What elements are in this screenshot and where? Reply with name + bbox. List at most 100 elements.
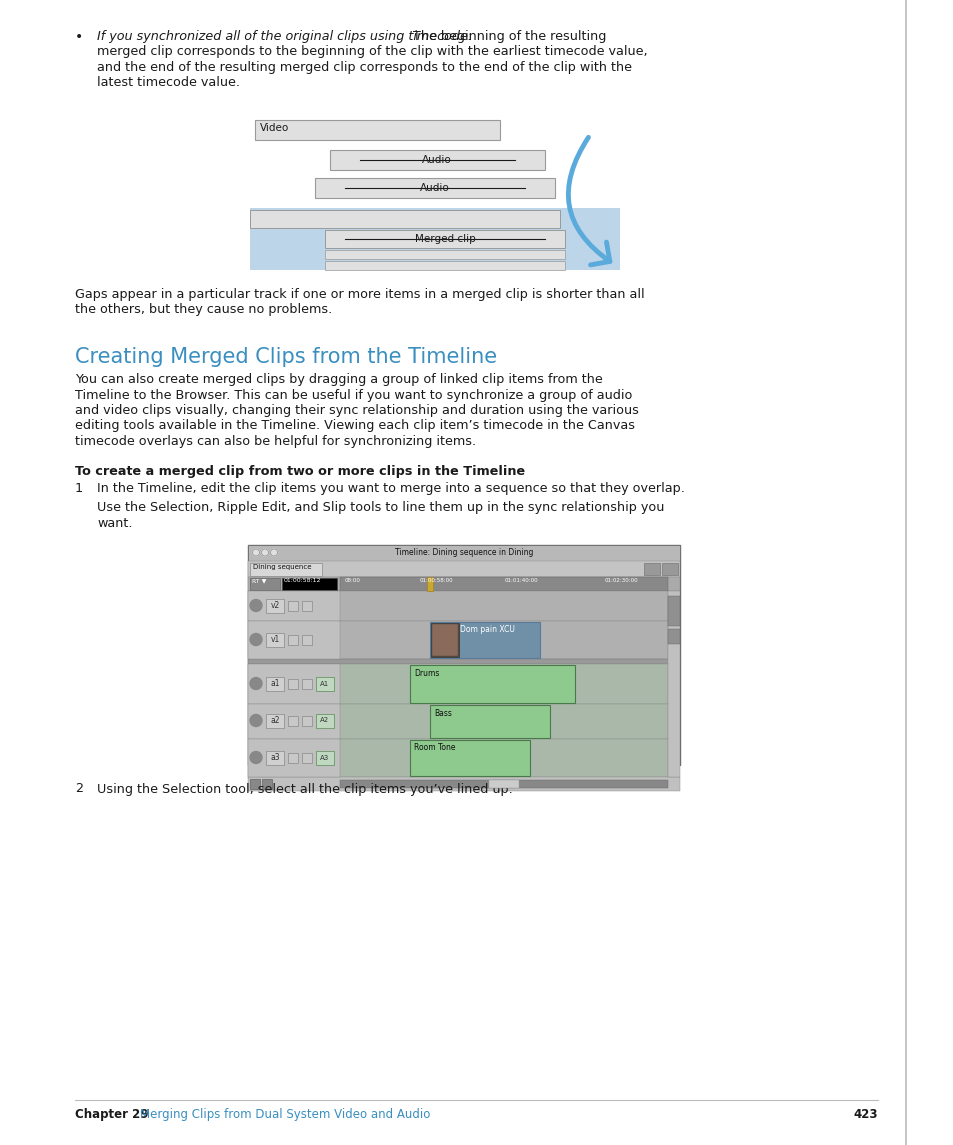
Bar [314,177,555,198]
Circle shape [261,548,268,556]
Bar [250,779,260,789]
Bar [248,621,667,658]
Text: v1: v1 [270,635,279,643]
Text: 423: 423 [853,1108,877,1121]
Bar [248,545,679,561]
Circle shape [250,633,262,646]
Bar [248,703,339,739]
Circle shape [250,600,262,611]
Text: 01:00:58:00: 01:00:58:00 [419,578,453,584]
Text: editing tools available in the Timeline. Viewing each clip item’s timecode in th: editing tools available in the Timeline.… [75,419,635,433]
Bar [248,591,667,621]
Circle shape [271,548,277,556]
Bar [410,664,575,703]
Text: 01:01:40:00: 01:01:40:00 [504,578,538,584]
Text: Use the Selection, Ripple Edit, and Slip tools to line them up in the sync relat: Use the Selection, Ripple Edit, and Slip… [97,502,663,514]
Text: v2: v2 [270,601,279,610]
Bar [248,776,679,790]
Bar [248,621,339,658]
Bar [254,120,499,140]
FancyArrowPatch shape [568,137,609,264]
Text: A1: A1 [320,680,330,687]
Bar [315,750,334,765]
Bar [432,624,457,655]
Bar [661,562,678,575]
Text: The beginning of the resulting: The beginning of the resulting [405,30,606,44]
Bar [302,716,312,726]
Bar [266,632,284,647]
Bar [410,740,530,775]
Bar [339,576,667,591]
Bar [248,663,667,703]
Bar [325,230,564,248]
Bar [248,545,679,765]
Bar [266,677,284,690]
Bar [262,779,272,789]
Bar [325,250,564,259]
Bar [667,629,679,643]
Bar [288,716,297,726]
Text: Dining sequence: Dining sequence [253,564,312,570]
Text: You can also create merged clips by dragging a group of linked clip items from t: You can also create merged clips by drag… [75,373,602,386]
Text: If you synchronized all of the original clips using timecode:: If you synchronized all of the original … [97,30,472,44]
Bar [282,577,336,590]
Text: 1: 1 [75,482,83,495]
Bar [643,562,659,575]
Text: Room Tone: Room Tone [414,743,455,752]
Bar [248,561,679,576]
Bar [315,677,334,690]
Circle shape [250,678,262,689]
Text: Gaps appear in a particular track if one or more items in a merged clip is short: Gaps appear in a particular track if one… [75,289,644,301]
Text: Merged clip: Merged clip [415,234,475,244]
Text: and video clips visually, changing their sync relationship and duration using th: and video clips visually, changing their… [75,404,639,417]
Text: 01:00:58:12: 01:00:58:12 [284,578,321,584]
Circle shape [250,714,262,726]
Bar [288,679,297,688]
Bar [667,591,679,776]
Bar [302,634,312,645]
Circle shape [253,548,259,556]
Text: 01:02:30:00: 01:02:30:00 [604,578,638,584]
Bar [302,600,312,610]
Bar [248,739,667,776]
Text: 2: 2 [75,782,83,796]
Text: RT ▼: RT ▼ [252,578,266,584]
Text: and the end of the resulting merged clip corresponds to the end of the clip with: and the end of the resulting merged clip… [97,61,631,74]
Bar [431,623,458,656]
Bar [248,576,679,591]
Text: Audio: Audio [421,155,452,165]
Text: a1: a1 [270,679,279,688]
Text: Creating Merged Clips from the Timeline: Creating Merged Clips from the Timeline [75,347,497,368]
Bar [315,713,334,727]
Bar [266,750,284,765]
Bar [302,679,312,688]
Text: Timeline to the Browser. This can be useful if you want to synchronize a group o: Timeline to the Browser. This can be use… [75,388,632,402]
Bar [302,752,312,763]
Text: Timeline: Dining sequence in Dining: Timeline: Dining sequence in Dining [395,548,533,556]
Bar [248,658,679,663]
Circle shape [250,751,262,764]
Bar [330,150,544,169]
Bar [489,780,518,788]
Bar [250,208,619,270]
Bar [667,595,679,625]
Text: Audio: Audio [419,183,450,194]
Text: •: • [75,30,83,44]
Text: Using the Selection tool, select all the clip items you’ve lined up.: Using the Selection tool, select all the… [97,782,512,796]
Text: Chapter 29: Chapter 29 [75,1108,149,1121]
Text: A2: A2 [320,718,329,724]
Text: In the Timeline, edit the clip items you want to merge into a sequence so that t: In the Timeline, edit the clip items you… [97,482,684,495]
Bar [427,576,433,591]
Text: a3: a3 [270,753,279,763]
Text: Video: Video [260,123,289,133]
Bar [288,600,297,610]
Bar [248,591,339,621]
Bar [430,704,550,737]
Text: Dom pain XCU: Dom pain XCU [459,625,515,634]
Text: want.: want. [97,518,132,530]
Text: A3: A3 [320,755,330,760]
Text: a2: a2 [270,716,279,725]
Text: merged clip corresponds to the beginning of the clip with the earliest timecode : merged clip corresponds to the beginning… [97,46,647,58]
Text: To create a merged clip from two or more clips in the Timeline: To create a merged clip from two or more… [75,465,524,477]
Bar [288,634,297,645]
